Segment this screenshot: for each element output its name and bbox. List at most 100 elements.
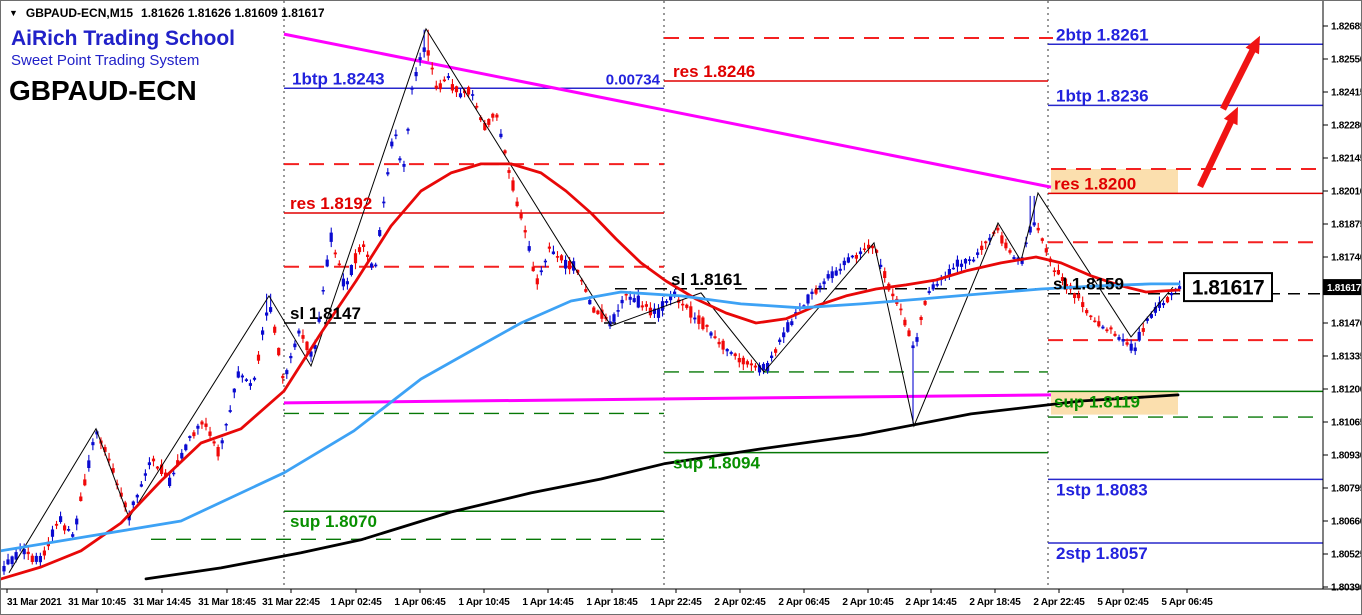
- candle-body: [353, 253, 358, 264]
- candle-body: [612, 314, 616, 322]
- candle-body: [903, 319, 907, 326]
- time-tick-label: 31 Mar 2021: [7, 597, 62, 608]
- candle-body: [349, 265, 353, 275]
- candle-body: [414, 72, 418, 77]
- time-tick-label: 5 Apr 02:45: [1097, 597, 1149, 608]
- candle-body: [111, 468, 115, 473]
- level-label[interactable]: 1btp 1.8243: [292, 69, 385, 88]
- price-tick-label: 1.80930: [1331, 451, 1362, 462]
- candle-body: [402, 164, 406, 167]
- candle-body: [620, 299, 624, 304]
- level-label[interactable]: sl 1.8147: [290, 304, 361, 323]
- candle-body: [212, 441, 216, 444]
- candle-body: [1024, 242, 1028, 244]
- level-label[interactable]: sup 1.8070: [290, 512, 377, 531]
- price-tick-label: 1.81335: [1331, 352, 1362, 363]
- candle-body: [580, 279, 584, 282]
- candle-body: [313, 345, 317, 349]
- chart-title-ohlc: 1.81626 1.81626 1.81609 1.81617: [141, 6, 325, 20]
- level-label[interactable]: res 1.8192: [290, 194, 372, 213]
- candle-body: [196, 425, 200, 429]
- candle-body: [1012, 257, 1016, 259]
- level-label[interactable]: 2stp 1.8057: [1056, 544, 1148, 563]
- candle-body: [83, 479, 87, 486]
- price-tick-label: 1.80525: [1331, 550, 1362, 561]
- up-trend-arrow-shaft[interactable]: [1220, 45, 1258, 111]
- candle-body: [1125, 342, 1129, 345]
- candle-body: [947, 269, 951, 276]
- candle-body: [285, 370, 289, 375]
- level-highlight-zone: [1051, 169, 1178, 194]
- candle-body: [386, 172, 390, 175]
- candle-body: [1004, 242, 1008, 249]
- price-quote-box[interactable]: [1183, 272, 1273, 303]
- candle-body: [996, 227, 1000, 231]
- level-label[interactable]: 1stp 1.8083: [1056, 480, 1148, 499]
- up-trend-arrow-head-icon[interactable]: [1223, 106, 1238, 126]
- candle-body: [547, 246, 551, 249]
- candle-body: [301, 335, 305, 339]
- trendline[interactable]: [283, 32, 1052, 189]
- candle-body: [871, 245, 875, 249]
- zigzag-line: [8, 27, 1174, 574]
- candle-body: [907, 330, 911, 337]
- candle-body: [224, 424, 228, 426]
- level-label[interactable]: res 1.8246: [673, 62, 755, 81]
- candle-body: [709, 332, 713, 336]
- candle-body: [761, 363, 766, 371]
- time-tick-label: 31 Mar 18:45: [198, 597, 256, 608]
- candle-body: [519, 212, 523, 219]
- price-tick-label: 1.80795: [1331, 484, 1362, 495]
- price-tick-label: 1.82550: [1331, 55, 1362, 66]
- level-label[interactable]: sl 1.8159: [1053, 275, 1124, 294]
- candle-body: [1149, 314, 1153, 318]
- candle-body: [624, 294, 628, 296]
- level-label[interactable]: sl 1.8161: [671, 270, 742, 289]
- candle-body: [535, 278, 539, 285]
- time-tick-label: 2 Apr 02:45: [714, 597, 766, 608]
- candle-body: [155, 466, 160, 469]
- candle-body: [685, 304, 689, 308]
- candle-body: [390, 141, 394, 147]
- candle-body: [236, 371, 240, 378]
- candle-body: [1137, 331, 1141, 341]
- level-label[interactable]: res 1.8200: [1054, 174, 1136, 193]
- candle-body: [919, 317, 923, 320]
- level-label[interactable]: 2btp 1.8261: [1056, 25, 1149, 44]
- watermark-system-name: Sweet Point Trading System: [11, 52, 200, 69]
- candle-body: [123, 502, 127, 508]
- candle-body: [584, 289, 588, 292]
- candle-body: [1101, 326, 1105, 329]
- candle-body: [50, 529, 55, 537]
- watermark-symbol-name: GBPAUD-ECN: [9, 75, 197, 106]
- candle-body: [830, 271, 834, 279]
- candle-body: [252, 377, 257, 380]
- candle-body: [426, 50, 430, 56]
- level-label[interactable]: 1btp 1.8236: [1056, 86, 1149, 105]
- candle-body: [325, 259, 329, 267]
- candle-body: [103, 447, 107, 452]
- trendline[interactable]: [283, 393, 1052, 405]
- candle-body: [721, 340, 725, 350]
- candle-body: [1141, 328, 1145, 332]
- level-label[interactable]: sup 1.8119: [1054, 392, 1140, 411]
- candle-body: [681, 303, 685, 306]
- up-trend-arrow-shaft[interactable]: [1197, 117, 1236, 188]
- candle-body: [357, 247, 362, 253]
- up-trend-arrow-head-icon[interactable]: [1245, 35, 1260, 55]
- candle-body: [479, 117, 483, 121]
- level-label[interactable]: sup 1.8094: [673, 454, 760, 473]
- candle-body: [418, 57, 422, 60]
- candle-body: [555, 256, 560, 258]
- candle-body: [1153, 307, 1157, 313]
- candle-body: [559, 255, 564, 261]
- current-price-badge: [1323, 279, 1361, 296]
- chart-dropdown-triangle-icon[interactable]: ▼: [9, 7, 18, 18]
- candle-body: [568, 261, 572, 270]
- candle-body: [71, 534, 75, 537]
- price-tick-label: 1.82280: [1331, 121, 1362, 132]
- candle-body: [370, 263, 374, 268]
- candle-body: [527, 246, 531, 251]
